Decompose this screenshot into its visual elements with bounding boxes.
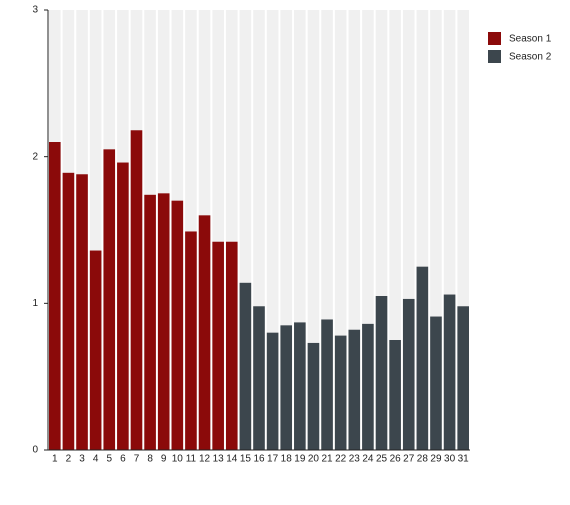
bar xyxy=(225,241,238,450)
bar xyxy=(239,282,252,450)
x-tick-label: 16 xyxy=(253,454,265,465)
bar xyxy=(157,193,170,451)
bar xyxy=(185,231,197,450)
column-background xyxy=(402,10,415,450)
column-background xyxy=(280,10,293,450)
column-background xyxy=(266,10,279,450)
column-background xyxy=(307,10,320,450)
bar xyxy=(416,266,429,450)
bar xyxy=(212,241,224,450)
bar xyxy=(362,323,374,450)
column-background xyxy=(430,10,442,450)
x-tick-label: 22 xyxy=(335,454,347,465)
x-tick-label: 27 xyxy=(403,454,415,465)
x-tick-label: 4 xyxy=(93,454,99,465)
x-tick-label: 19 xyxy=(294,454,306,465)
bar xyxy=(294,322,306,450)
bar xyxy=(117,162,129,451)
x-tick-label: 5 xyxy=(106,454,112,465)
bar xyxy=(457,306,469,450)
x-tick-label: 12 xyxy=(199,454,211,465)
bar xyxy=(375,296,388,450)
y-tick-label: 0 xyxy=(32,445,38,456)
column-background xyxy=(416,10,429,450)
bar xyxy=(49,142,61,450)
column-background xyxy=(294,10,306,450)
bar xyxy=(266,332,279,450)
x-tick-label: 14 xyxy=(226,454,238,465)
column-background xyxy=(375,10,388,450)
bar xyxy=(171,200,184,450)
bar xyxy=(198,215,211,450)
bar xyxy=(307,342,320,450)
x-tick-label: 20 xyxy=(308,454,320,465)
column-background xyxy=(348,10,361,450)
column-background xyxy=(362,10,374,450)
bar xyxy=(443,294,456,450)
column-background xyxy=(89,10,102,450)
bar xyxy=(103,149,116,451)
column-background xyxy=(457,10,469,450)
bar xyxy=(144,194,156,450)
bar xyxy=(430,316,442,450)
bar xyxy=(389,340,401,450)
column-background xyxy=(443,10,456,450)
bar xyxy=(280,325,293,450)
legend-label: Season 1 xyxy=(509,34,552,45)
bar xyxy=(76,174,88,450)
y-tick-label: 2 xyxy=(32,151,38,162)
column-background xyxy=(389,10,401,450)
bar xyxy=(130,130,143,450)
x-tick-label: 31 xyxy=(458,454,470,465)
bar xyxy=(253,306,265,450)
x-tick-label: 10 xyxy=(172,454,184,465)
x-tick-label: 7 xyxy=(134,454,140,465)
x-tick-label: 3 xyxy=(79,454,85,465)
x-tick-label: 25 xyxy=(376,454,388,465)
column-background xyxy=(334,10,347,450)
column-background xyxy=(212,10,224,450)
x-tick-label: 6 xyxy=(120,454,126,465)
x-tick-label: 17 xyxy=(267,454,279,465)
bar xyxy=(62,172,75,451)
column-background xyxy=(253,10,265,450)
x-tick-label: 28 xyxy=(417,454,429,465)
x-tick-label: 24 xyxy=(362,454,374,465)
y-tick-label: 1 xyxy=(32,298,38,309)
bar xyxy=(402,298,415,450)
bar xyxy=(321,319,333,450)
x-tick-label: 30 xyxy=(444,454,456,465)
x-tick-label: 13 xyxy=(213,454,225,465)
x-tick-label: 9 xyxy=(161,454,167,465)
x-tick-label: 26 xyxy=(390,454,402,465)
x-tick-label: 11 xyxy=(186,454,197,465)
bar xyxy=(89,250,102,450)
x-tick-label: 8 xyxy=(147,454,153,465)
x-tick-label: 21 xyxy=(322,454,334,465)
legend-swatch xyxy=(488,32,501,45)
legend-label: Season 2 xyxy=(509,52,552,63)
x-tick-label: 15 xyxy=(240,454,252,465)
x-tick-label: 29 xyxy=(430,454,442,465)
legend-swatch xyxy=(488,50,501,63)
x-tick-label: 2 xyxy=(66,454,72,465)
y-tick-label: 3 xyxy=(32,5,38,16)
x-tick-label: 23 xyxy=(349,454,361,465)
column-background xyxy=(225,10,238,450)
x-tick-label: 18 xyxy=(281,454,293,465)
bar xyxy=(348,329,361,450)
column-background xyxy=(321,10,333,450)
bar xyxy=(334,335,347,450)
column-background xyxy=(239,10,252,450)
column-background xyxy=(185,10,197,450)
x-tick-label: 1 xyxy=(52,454,58,465)
